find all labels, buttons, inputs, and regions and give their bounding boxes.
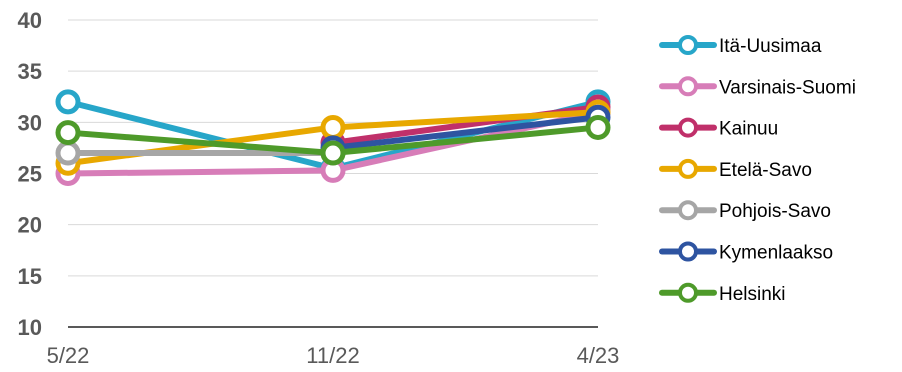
legend-swatch-marker	[678, 200, 698, 221]
x-tick-label: 4/23	[577, 343, 620, 368]
x-tick-label: 5/22	[47, 343, 90, 368]
legend-label: Etelä-Savo	[719, 160, 812, 181]
series-line	[330, 114, 601, 151]
legend-item: Varsinais-Suomi	[659, 76, 856, 98]
legend-swatch-marker	[678, 35, 698, 55]
x-axis-ticks: 5/22 11/22 4/23	[47, 343, 620, 368]
data-point	[55, 120, 81, 146]
data-point	[55, 140, 81, 166]
legend-label: Pohjois-Savo	[719, 201, 831, 222]
legend-label: Varsinais-Suomi	[719, 77, 856, 98]
data-point	[585, 114, 611, 140]
data-point	[55, 89, 81, 115]
x-tick-label: 11/22	[306, 343, 359, 368]
y-tick-label: 20	[18, 213, 42, 238]
legend-label: Helsinki	[719, 284, 786, 305]
data-point	[320, 140, 346, 166]
series-lines	[55, 89, 611, 186]
legend-item: Helsinki	[659, 282, 786, 305]
legend-label: Kymenlaakso	[719, 243, 833, 264]
legend-label: Itä-Uusimaa	[719, 36, 822, 57]
legend-item: Etelä-Savo	[659, 158, 812, 181]
legend-label: Kainuu	[719, 119, 778, 140]
legend-item: Kymenlaakso	[659, 241, 833, 264]
legend-swatch-marker	[678, 241, 698, 262]
legend: Itä-Uusimaa Varsinais-Suomi Kainuu Etelä-Sa…	[659, 35, 856, 305]
y-tick-label: 15	[18, 264, 42, 289]
series-6	[55, 114, 611, 166]
y-tick-label: 10	[18, 315, 42, 340]
y-axis-ticks: 10 15 20 25 30 35 40	[18, 8, 42, 340]
data-point	[320, 114, 346, 140]
y-tick-label: 25	[18, 162, 42, 187]
legend-item: Kainuu	[659, 117, 778, 140]
legend-swatch-marker	[678, 117, 698, 138]
y-tick-label: 40	[18, 8, 42, 33]
legend-swatch-marker	[678, 76, 698, 97]
y-tick-label: 30	[18, 110, 42, 135]
legend-item: Pohjois-Savo	[659, 200, 831, 222]
legend-swatch-marker	[678, 282, 698, 303]
y-tick-label: 35	[18, 59, 42, 84]
legend-swatch-marker	[678, 158, 698, 179]
legend-item: Itä-Uusimaa	[659, 35, 822, 57]
